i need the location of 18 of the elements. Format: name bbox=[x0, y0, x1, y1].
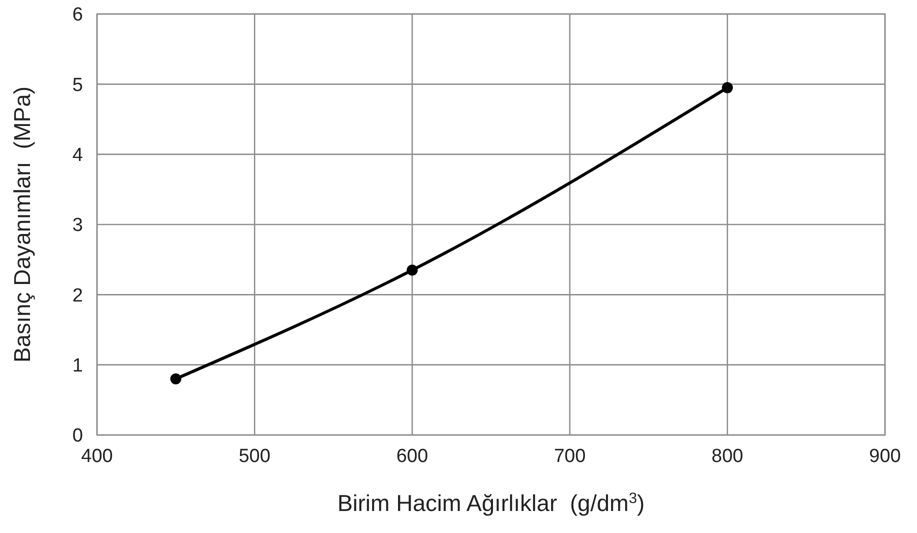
point bbox=[406, 264, 418, 276]
x-tick-label: 600 bbox=[396, 446, 428, 467]
y-tick-label: 4 bbox=[72, 144, 84, 166]
x-axis-title: Birim Hacim Ağırlıklar (g/dm$^{3}$) bbox=[337, 490, 645, 516]
y-tick-label: 3 bbox=[72, 215, 83, 236]
y-tick-label: 0 bbox=[72, 426, 83, 447]
y-tick-label: 5 bbox=[72, 74, 83, 96]
x-tick-label: 500 bbox=[238, 446, 270, 467]
y-axis-title: Basınç Dayanımları (MPa) bbox=[9, 86, 35, 363]
point bbox=[722, 82, 733, 94]
x-tick-label: 900 bbox=[869, 446, 901, 467]
y-tick-label: 1 bbox=[72, 355, 83, 376]
y-tick-label: 6 bbox=[72, 4, 83, 26]
x-tick-label: 800 bbox=[712, 446, 744, 467]
x-tick-label: 700 bbox=[554, 446, 586, 467]
y-tick-label: 2 bbox=[72, 285, 83, 306]
point bbox=[170, 373, 182, 384]
x-tick-label: 400 bbox=[81, 446, 113, 467]
